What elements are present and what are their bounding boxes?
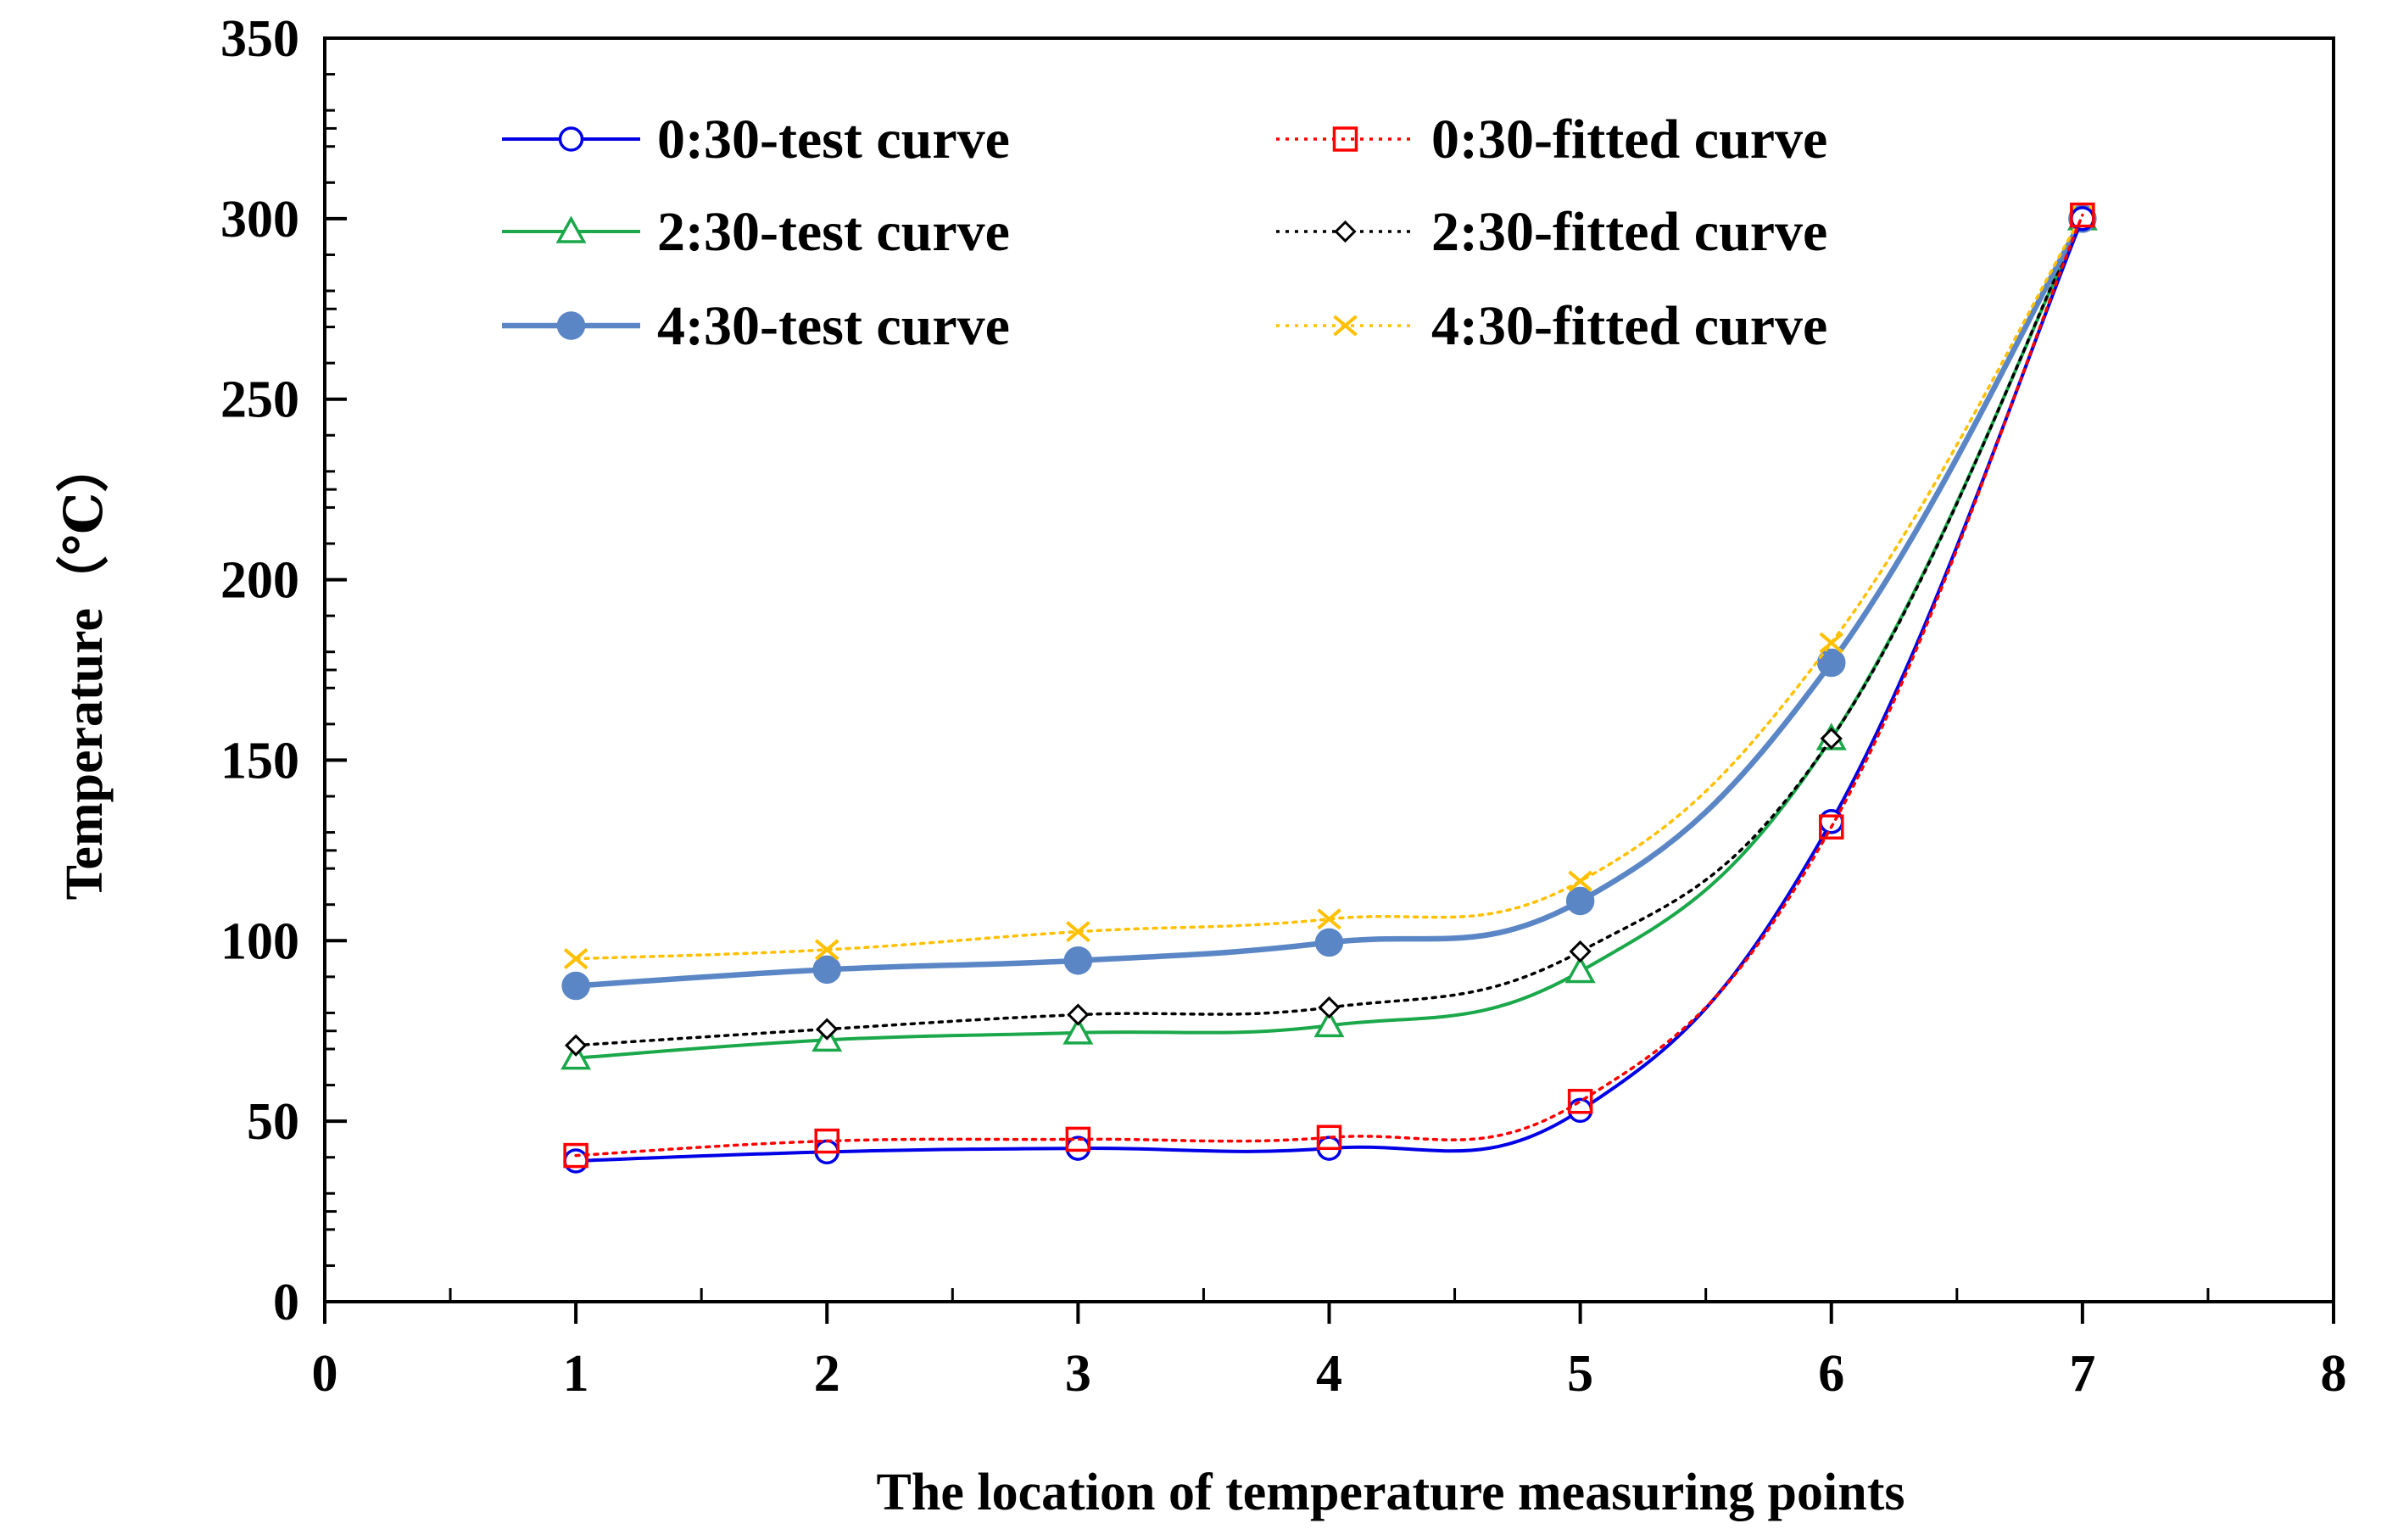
series-4-30-test-curve [561, 204, 2097, 1001]
data-point [1819, 814, 1844, 840]
marker-stroke [1066, 921, 1090, 943]
data-point [1314, 928, 1344, 957]
y-tick-label: 0 [273, 1274, 299, 1331]
data-point [1318, 996, 1341, 1019]
legend-marker [1334, 220, 1357, 243]
data-point [1067, 1003, 1090, 1026]
legend: 0:30-test curve 0:30-fitted curve 2:30-tes… [502, 109, 1827, 357]
data-point [561, 971, 590, 1001]
y-tick-label: 150 [220, 732, 299, 790]
data-point [1567, 1088, 1593, 1114]
y-tick-label: 250 [220, 371, 299, 429]
legend-label: 4:30-fitted curve [1431, 295, 1827, 357]
legend-label: 0:30-test curve [657, 109, 1010, 170]
data-point [816, 1018, 839, 1041]
legend-marker [556, 311, 586, 340]
data-point [814, 1128, 839, 1154]
x-tick-label: 8 [2321, 1345, 2347, 1403]
data-point [1065, 1126, 1091, 1152]
legend-marker [1333, 315, 1358, 337]
series-0-30-fitted-curve [563, 202, 2095, 1169]
series-line [574, 216, 2084, 1163]
marker-stroke [563, 948, 588, 970]
series-line [574, 213, 2084, 1158]
x-tick-label: 0 [312, 1345, 338, 1403]
legend-marker [1332, 126, 1358, 152]
series-line [574, 213, 2084, 961]
legend-entry-2-30-fitted-curve: 2:30-fitted curve [1276, 201, 1827, 263]
data-point [1567, 1097, 1593, 1124]
legend-marker [555, 215, 587, 243]
data-point [2070, 202, 2095, 228]
data-point [1316, 1124, 1342, 1151]
legend-label: 2:30-fitted curve [1431, 201, 1827, 263]
data-point [1568, 870, 1592, 892]
x-tick-label: 4 [1316, 1345, 1342, 1403]
x-tick-label: 7 [2069, 1345, 2095, 1403]
data-point [1313, 1009, 1345, 1038]
data-point [565, 1034, 588, 1057]
legend-marker [558, 126, 584, 152]
y-axis-title: Temperature（℃） [54, 440, 114, 901]
marker-stroke [814, 939, 839, 961]
data-point [563, 948, 588, 970]
x-tick-label: 3 [1065, 1345, 1091, 1403]
plot-frame [323, 36, 2335, 1303]
legend-entry-0-30-fitted-curve: 0:30-fitted curve [1276, 109, 1827, 170]
marker-stroke [1317, 908, 1341, 930]
x-tick-label: 6 [1818, 1345, 1844, 1403]
series-layer [560, 202, 2098, 1174]
x-tick-label: 1 [563, 1345, 589, 1403]
data-point [1820, 727, 1843, 750]
x-tick-label: 5 [1567, 1345, 1593, 1403]
data-point [1063, 946, 1093, 975]
series-line [574, 216, 2084, 1060]
data-point [563, 1142, 588, 1169]
y-tick-label: 100 [220, 912, 299, 970]
marker-stroke [1333, 315, 1358, 337]
legend-entry-4-30-test-curve: 4:30-test curve [502, 295, 1010, 357]
data-point [814, 939, 839, 961]
data-point [1564, 955, 1596, 984]
y-tick-label: 200 [220, 552, 299, 610]
data-point [1819, 632, 1844, 654]
data-point [1565, 886, 1595, 916]
data-point [1066, 921, 1090, 943]
legend-label: 4:30-test curve [657, 295, 1010, 357]
legend-entry-4-30-fitted-curve: 4:30-fitted curve [1276, 295, 1827, 357]
data-point [1819, 809, 1844, 834]
legend-label: 2:30-test curve [657, 201, 1010, 263]
y-tick-label: 300 [220, 191, 299, 248]
y-tick-label: 350 [220, 10, 299, 68]
data-point [1062, 1017, 1094, 1045]
x-axis-title: The location of temperature measuring po… [877, 1464, 1905, 1521]
x-axis: 0 1 2 3 4 5 6 7 8 [312, 1288, 2347, 1403]
data-point [1817, 648, 1846, 678]
data-point [563, 1148, 588, 1174]
data-point [1569, 940, 1592, 963]
legend-label: 0:30-fitted curve [1431, 109, 1827, 170]
marker-stroke [1568, 870, 1592, 892]
data-point [560, 1042, 592, 1070]
marker-stroke [1819, 632, 1844, 654]
legend-entry-2-30-test-curve: 2:30-test curve [502, 201, 1010, 263]
legend-entry-0-30-test-curve: 0:30-test curve [502, 109, 1010, 170]
data-point [812, 955, 841, 985]
y-tick-label: 50 [247, 1093, 299, 1151]
data-point [1317, 908, 1341, 930]
series-line [574, 215, 2084, 1047]
y-axis: 0 50 100 150 200 250 300 350 [220, 10, 347, 1331]
x-tick-label: 2 [814, 1345, 840, 1403]
